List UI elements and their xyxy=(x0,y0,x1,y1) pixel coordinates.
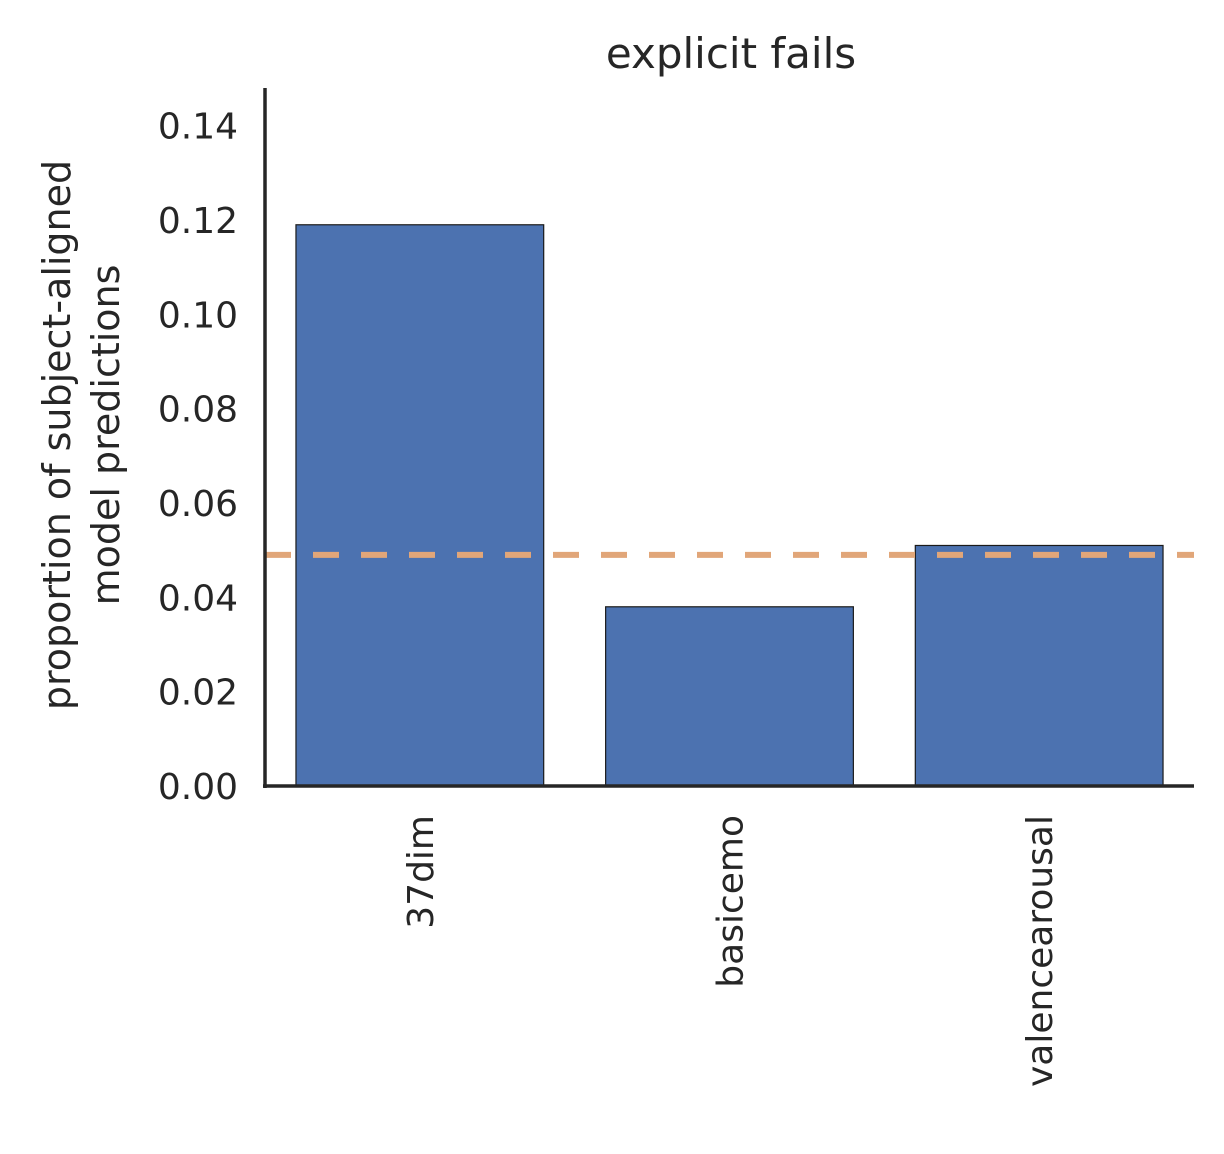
y-axis-title-line-2: model predictions xyxy=(84,265,128,606)
bar-37dim xyxy=(295,224,545,787)
chart-title: explicit fails xyxy=(606,29,856,78)
y-tick-label: 0.08 xyxy=(158,390,238,431)
y-tick-label: 0.10 xyxy=(158,295,238,336)
y-tick-label: 0.06 xyxy=(158,484,238,525)
bars-group xyxy=(295,224,1164,787)
x-tick-label-37dim: 37dim xyxy=(401,815,442,929)
bar-basicemo xyxy=(605,606,854,787)
y-tick-label: 0.12 xyxy=(158,201,238,242)
y-axis-title: proportion of subject-aligned model pred… xyxy=(35,160,128,710)
bar-valencearousal xyxy=(914,544,1164,787)
y-axis-title-line-1: proportion of subject-aligned xyxy=(35,160,79,710)
y-tick-label: 0.14 xyxy=(158,107,238,148)
x-tick-label-valencearousal: valencearousal xyxy=(1020,815,1061,1087)
y-tick-label: 0.04 xyxy=(158,578,238,619)
x-tick-labels-group: 37dim basicemo valencearousal xyxy=(401,815,1061,1087)
x-tick-label-basicemo: basicemo xyxy=(711,815,752,988)
y-tick-label: 0.00 xyxy=(158,767,238,808)
y-tick-label: 0.02 xyxy=(158,673,238,714)
y-ticks-group: 0.00 0.02 0.04 0.06 0.08 0.10 0.12 0.14 xyxy=(158,107,238,808)
